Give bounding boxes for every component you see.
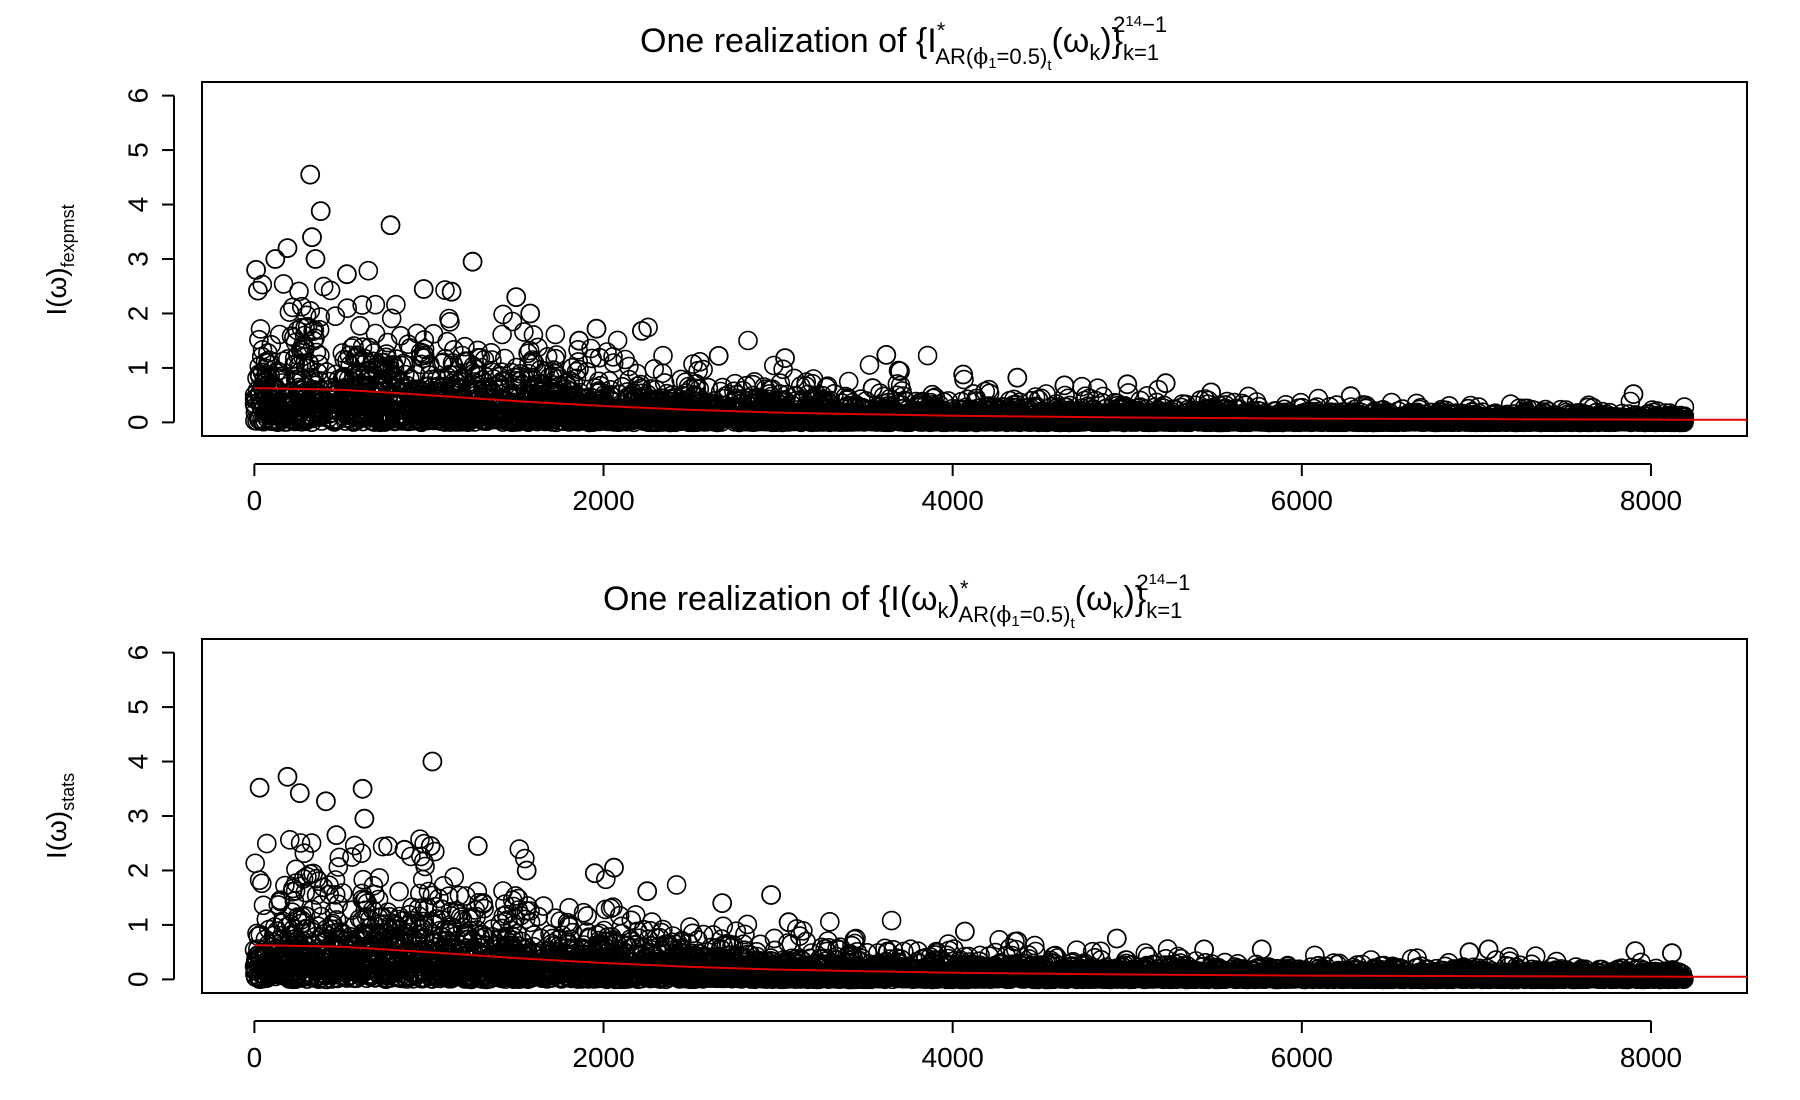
- data-point: [653, 345, 673, 366]
- data-point: [455, 336, 475, 357]
- panel-1-y-label: I(ω)fexpmst: [41, 204, 78, 315]
- y-tick-label: 1: [122, 360, 153, 376]
- data-point: [350, 315, 370, 336]
- y-tick-label: 2: [122, 306, 153, 322]
- panel-1-plot-frame: [201, 81, 1748, 437]
- x-tick-label: 8000: [1620, 485, 1682, 516]
- y-tick-label: 0: [122, 415, 153, 431]
- data-point: [433, 352, 454, 373]
- data-point: [320, 280, 341, 301]
- panel-1-title-ar: AR(: [935, 44, 974, 69]
- data-point: [514, 322, 534, 342]
- data-point: [738, 330, 758, 351]
- x-tick-label: 2000: [572, 485, 634, 516]
- panel-1-title-range-tail: −1: [1142, 12, 1167, 37]
- data-point: [352, 295, 373, 315]
- data-point: [607, 330, 628, 351]
- panel-1: One realization of {I* AR(ϕ1=0.5)t(ωk)}k=…: [41, 12, 1748, 516]
- x-tick-label: 0: [247, 485, 263, 516]
- y-tick-label: 6: [122, 88, 153, 104]
- data-point: [603, 346, 623, 367]
- panel-1-title-range-sup: 2: [1113, 12, 1125, 37]
- data-point: [437, 331, 458, 352]
- data-point: [545, 324, 566, 345]
- panel-1-x-axis: 0 2000 4000 6000 8000: [247, 463, 1682, 516]
- panel-1-title-phi-index: 1: [988, 55, 996, 72]
- panel-1-points: [244, 260, 1695, 433]
- panel-1-title-lead: One realization of {I: [640, 22, 937, 60]
- panel-1-y-label-sub: fexpmst: [58, 204, 78, 267]
- data-point: [523, 325, 544, 345]
- y-tick-label: 3: [122, 251, 153, 267]
- panel-1-title-star: *: [937, 18, 946, 43]
- panel-1-title-close: )}: [1100, 22, 1123, 60]
- data-point: [313, 276, 334, 297]
- y-tick-label: 4: [122, 197, 153, 213]
- data-point: [273, 274, 294, 294]
- data-point: [297, 316, 318, 337]
- panel-1-y-axis: 0 1 2 3 4 5 6: [122, 88, 175, 431]
- panel-1-title-omega: (ω: [1051, 22, 1089, 60]
- panel-1-title-t: t: [1047, 57, 1052, 74]
- data-point: [252, 339, 273, 360]
- data-point: [492, 324, 512, 345]
- x-tick-label: 6000: [1271, 485, 1333, 516]
- data-point: [917, 345, 938, 366]
- data-point: [763, 355, 784, 376]
- y-tick-label: 5: [122, 142, 153, 158]
- panel-1-y-label-main: I(ω): [41, 267, 72, 315]
- panel-1-title-phi: ϕ: [973, 45, 988, 70]
- data-point: [358, 260, 379, 281]
- data-point: [279, 302, 300, 322]
- data-point: [365, 294, 386, 315]
- data-point: [562, 357, 583, 378]
- data-point: [859, 355, 880, 375]
- panel-1-title-range-exp: 14: [1125, 13, 1142, 30]
- panel-1-title-omega-k: k: [1089, 40, 1101, 65]
- panel-1-title-eq: =0.5): [997, 44, 1048, 69]
- data-point: [615, 349, 636, 370]
- panel-1-title: One realization of {I* AR(ϕ1=0.5)t(ωk)}k=…: [640, 12, 1167, 74]
- x-tick-label: 4000: [922, 485, 984, 516]
- panel-1-title-range-sub: k=1: [1123, 40, 1159, 65]
